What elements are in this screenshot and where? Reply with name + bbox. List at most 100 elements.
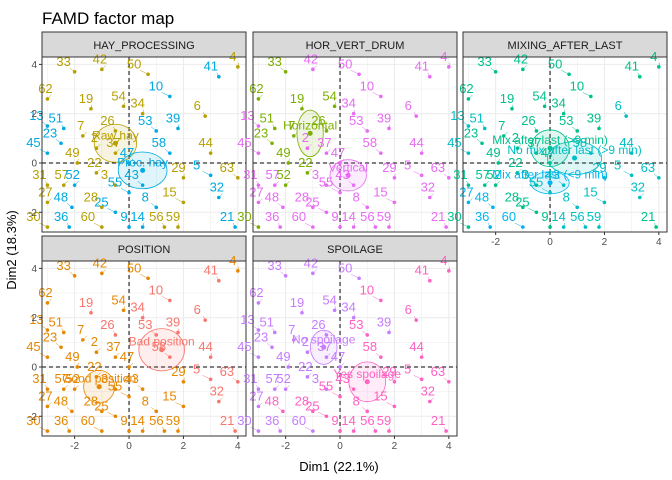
data-point	[45, 387, 50, 391]
point-label: 33	[477, 54, 491, 69]
data-point	[428, 195, 432, 200]
point-label: 10	[570, 78, 584, 93]
data-point	[236, 175, 240, 180]
data-point	[561, 111, 566, 116]
category-label: No spoilage	[292, 332, 356, 346]
point-label: 59	[166, 209, 180, 224]
point-label: 42	[514, 51, 528, 66]
point-label: 48	[265, 393, 279, 408]
data-point	[597, 225, 601, 229]
data-point	[629, 151, 634, 155]
point-label: 29	[382, 160, 396, 175]
data-point	[387, 126, 391, 131]
data-point	[256, 151, 261, 155]
point-label: 57	[55, 371, 69, 386]
point-label: 58	[152, 135, 166, 150]
point-label: 62	[38, 285, 52, 300]
category-label: No mix after last (>9 min)	[507, 143, 641, 157]
point-label: 23	[43, 329, 57, 344]
point-label: 30	[26, 413, 40, 428]
data-point	[534, 183, 539, 187]
data-point	[272, 126, 277, 131]
point-label: 43	[124, 371, 138, 386]
data-point	[311, 271, 315, 276]
point-label: 22	[298, 155, 312, 170]
data-point	[629, 173, 634, 178]
data-point	[256, 97, 261, 101]
point-label: 43	[545, 167, 559, 182]
data-point	[583, 225, 588, 229]
point-label: 45	[447, 135, 461, 150]
y-tick-label: 4	[31, 60, 37, 71]
data-point	[324, 387, 329, 391]
x-tick-label: 0	[337, 441, 343, 452]
data-point	[256, 301, 261, 305]
x-tick-label: 0	[126, 441, 132, 452]
point-label: 13	[240, 108, 254, 123]
point-label: 54	[532, 88, 546, 103]
point-label: 52	[276, 371, 290, 386]
point-label: 21	[431, 413, 445, 428]
data-point	[140, 387, 145, 391]
point-label: 15	[373, 388, 387, 403]
point-label: 37	[317, 135, 331, 150]
point-label: 29	[171, 364, 185, 379]
data-point	[466, 151, 471, 155]
point-label: 3	[101, 167, 108, 182]
data-point	[548, 161, 552, 165]
point-label: 37	[527, 135, 541, 150]
data-point	[203, 114, 207, 118]
point-label: 33	[56, 258, 70, 273]
data-point	[419, 151, 424, 155]
point-label: 22	[298, 359, 312, 374]
point-label: 30	[26, 209, 40, 224]
category-centroid	[547, 145, 553, 151]
data-point	[534, 210, 539, 215]
data-point	[208, 377, 213, 382]
data-point	[70, 409, 74, 414]
x-tick-label: -2	[281, 441, 290, 452]
data-point	[162, 225, 167, 229]
data-point	[146, 72, 150, 77]
data-point	[379, 355, 383, 359]
data-point	[75, 365, 80, 369]
point-label: 32	[631, 179, 645, 194]
data-point	[567, 72, 571, 77]
data-point	[387, 330, 391, 335]
point-label: 50	[338, 56, 352, 71]
data-point	[127, 394, 131, 399]
point-label: 34	[130, 300, 144, 315]
data-point	[493, 183, 498, 187]
data-point	[168, 151, 172, 155]
data-point	[256, 183, 261, 187]
point-label: 9	[120, 413, 127, 428]
point-label: 47	[331, 349, 345, 364]
point-label: 31	[243, 167, 257, 182]
facet-strip	[462, 31, 668, 58]
point-label: 63	[431, 160, 445, 175]
data-point	[466, 200, 471, 205]
data-point	[181, 200, 186, 205]
data-point	[113, 414, 118, 419]
category-centroid	[345, 172, 351, 178]
facet-strip	[252, 31, 458, 58]
point-label: 2	[302, 334, 309, 349]
data-point	[521, 205, 525, 210]
data-point	[140, 111, 145, 116]
x-tick-label: 2	[602, 237, 608, 248]
point-label: 49	[65, 145, 79, 160]
point-label: 51	[260, 110, 274, 125]
category-label: Bad position	[129, 335, 195, 349]
data-point	[256, 225, 261, 229]
data-point	[217, 278, 221, 283]
data-point	[311, 67, 315, 72]
facet-strip-label: HOR_VERT_DRUM	[306, 40, 405, 52]
point-label: 44	[198, 339, 212, 354]
data-point	[45, 355, 50, 359]
point-label: 50	[548, 56, 562, 71]
data-point	[561, 225, 566, 229]
point-label: 52	[65, 167, 79, 182]
data-point	[480, 141, 484, 146]
point-label: 55	[319, 175, 333, 190]
point-label: 34	[341, 300, 355, 315]
